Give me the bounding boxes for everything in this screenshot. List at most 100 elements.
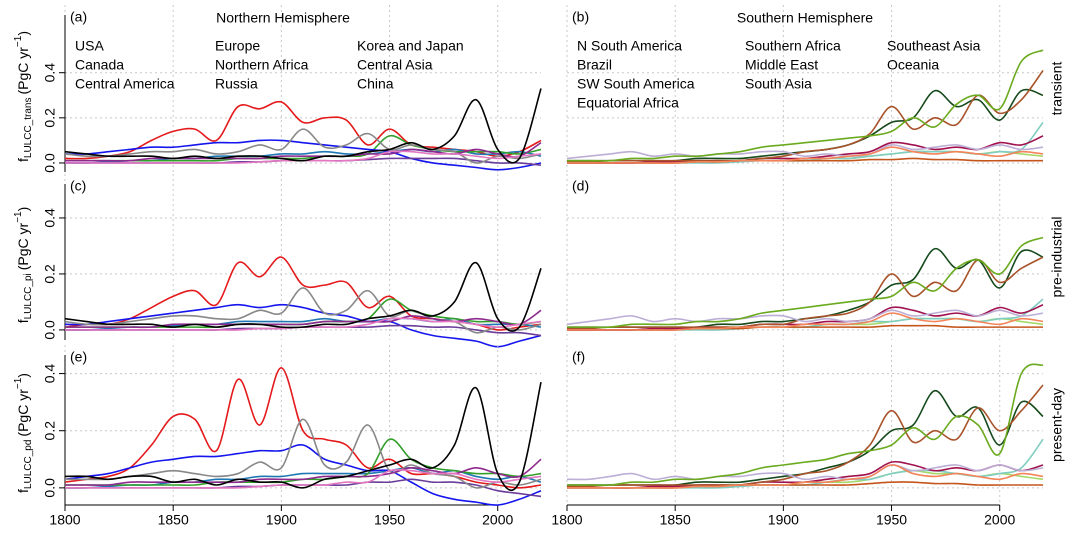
- panel: 0.0 0.2 0.4 USA Canada Central America Europe N…: [13, 5, 542, 173]
- series-line: [567, 312, 1044, 331]
- x-tick-label: 1850: [660, 512, 691, 528]
- series-line: [567, 363, 1044, 487]
- y-tick-label: 0.0: [42, 153, 58, 173]
- series-line: [65, 458, 542, 487]
- series-line: [64, 139, 542, 171]
- y-axis-label-part: ): [15, 207, 31, 212]
- x-tick-label: 2000: [984, 512, 1015, 528]
- row-label: transient: [1049, 62, 1065, 116]
- legend-entry: N South America: [577, 38, 682, 54]
- panel-title: Southern Hemisphere: [737, 10, 873, 26]
- legend-entry: USA: [75, 38, 104, 54]
- y-tick-label: 0.0: [42, 478, 58, 498]
- legend-entry: South Asia: [745, 76, 812, 92]
- series-line: [566, 69, 1044, 163]
- series-line: [64, 367, 542, 489]
- legend-entry: Central Asia: [357, 57, 433, 73]
- series-line: [64, 443, 542, 506]
- panel: N South America Brazil SW South America Equ…: [566, 5, 1065, 172]
- panel-label: (e): [70, 349, 87, 365]
- x-tick-label: 1950: [876, 512, 907, 528]
- x-tick-label: 1950: [374, 512, 405, 528]
- y-axis-label-sub: LULCC_trans: [23, 98, 34, 159]
- series-line: [64, 88, 542, 164]
- row-label: present-day: [1049, 388, 1065, 462]
- panel-title: Northern Hemisphere: [216, 10, 350, 26]
- series-line: [64, 303, 542, 348]
- legend-entry: China: [357, 76, 394, 92]
- y-axis-label-sup: −1: [13, 35, 24, 47]
- y-axis-label: fLULCC_trans (PgC yr−1): [13, 31, 34, 162]
- y-tick-label: 0.2: [42, 421, 58, 441]
- y-axis-label-sub: LULCC_pi: [23, 273, 34, 319]
- series-line: [65, 309, 542, 329]
- series-line: [566, 464, 1044, 481]
- x-tick-label: 1800: [49, 512, 80, 528]
- panel: 0.0 0.2 0.4 (c) fLULCC_pi (PgC yr−1): [13, 174, 542, 348]
- series-line: [566, 309, 1044, 326]
- series-line: [567, 438, 1044, 489]
- series-line: [64, 381, 542, 492]
- y-tick-label: 0.4: [42, 364, 58, 384]
- series-line: [65, 141, 542, 162]
- legend-entry: Korea and Japan: [357, 38, 464, 54]
- y-axis-label-part: ): [15, 373, 31, 378]
- series-line: [567, 49, 1044, 162]
- y-tick-label: 0.4: [42, 208, 58, 228]
- panel: (d) pre-industrial: [566, 174, 1065, 340]
- legend-entry: Southern Africa: [745, 38, 841, 54]
- y-tick-label: 0.4: [42, 63, 58, 83]
- x-tick-label: 1800: [551, 512, 582, 528]
- panel-label: (f): [572, 349, 585, 365]
- series-line: [65, 134, 542, 162]
- legend-entry: SW South America: [577, 76, 695, 92]
- y-axis-label-part: f: [15, 158, 31, 162]
- series-line: [64, 287, 542, 334]
- series-line: [566, 384, 1044, 488]
- y-axis-label-part: ): [15, 31, 31, 36]
- y-axis-label-part: (PgC yr: [15, 389, 31, 437]
- panel-label: (c): [70, 178, 86, 194]
- y-axis-label: fLULCC_pd (PgC yr−1): [13, 373, 34, 493]
- y-axis-label-part: (PgC yr: [15, 47, 31, 95]
- series-line: [64, 261, 542, 332]
- y-tick-label: 0.2: [42, 264, 58, 284]
- x-tick-label: 1850: [158, 512, 189, 528]
- panel: 1800 1850 1900 1950 2000 0.0 0.2 0.4 (e) fLULCC_p…: [13, 345, 542, 528]
- y-axis-label-sup: −1: [13, 377, 24, 389]
- panel-label: (b): [572, 9, 589, 25]
- row-label: pre-industrial: [1049, 217, 1065, 298]
- legend-entry: Brazil: [577, 57, 612, 73]
- legend-entry: Canada: [75, 57, 124, 73]
- y-tick-label: 0.0: [42, 320, 58, 340]
- legend-entry: Equatorial Africa: [577, 95, 679, 111]
- series-line: [567, 146, 1044, 164]
- panel-label: (a): [70, 9, 87, 25]
- x-tick-label: 2000: [482, 512, 513, 528]
- legend-entry: Russia: [215, 76, 258, 92]
- y-axis-label-part: f: [15, 319, 31, 323]
- series-line: [566, 256, 1044, 330]
- legend-entry: Central America: [75, 76, 175, 92]
- legend-entry: Middle East: [745, 57, 818, 73]
- panel: 1800 1850 1900 1950 2000 (f) present-day: [551, 345, 1065, 528]
- series-line: [567, 236, 1044, 329]
- y-axis-label-sup: −1: [13, 211, 24, 223]
- x-tick-label: 1900: [768, 512, 799, 528]
- series-line: [567, 464, 1044, 489]
- legend-entry: Europe: [215, 38, 260, 54]
- legend-entry: Northern Africa: [215, 57, 309, 73]
- series-line: [64, 418, 542, 489]
- series-line: [65, 468, 542, 489]
- legend-entry: Oceania: [887, 57, 939, 73]
- y-axis-label-part: f: [15, 489, 31, 493]
- x-tick-label: 1900: [266, 512, 297, 528]
- y-tick-label: 0.2: [42, 108, 58, 128]
- legend-entry: Southeast Asia: [887, 38, 981, 54]
- y-axis-label-part: (PgC yr: [15, 222, 31, 270]
- y-axis-label: fLULCC_pi (PgC yr−1): [13, 207, 34, 324]
- y-axis-label-sub: LULCC_pd: [23, 440, 34, 489]
- series-line: [566, 144, 1044, 160]
